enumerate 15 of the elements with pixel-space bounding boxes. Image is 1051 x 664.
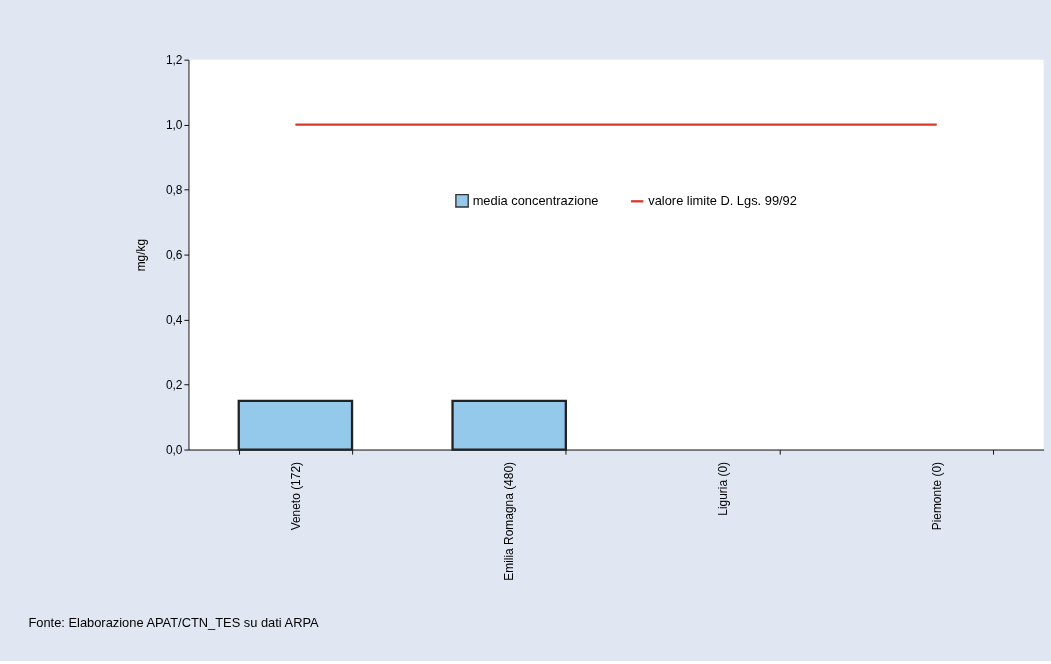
y-tick-label: 0,4 bbox=[165, 312, 183, 327]
source-note: Fonte: Elaborazione APAT/CTN_TES su dati ARPA bbox=[28, 615, 320, 631]
y-tick-label: 0,2 bbox=[165, 377, 183, 392]
x-tick-label: Veneto (172) bbox=[288, 461, 303, 531]
legend-label: valore limite D. Lgs. 99/92 bbox=[648, 192, 797, 208]
y-tick-label: 1,0 bbox=[165, 117, 183, 132]
y-tick-label: 0,8 bbox=[165, 182, 183, 197]
y-tick-label: 0,0 bbox=[165, 442, 183, 457]
x-tick-label: Liguria (0) bbox=[716, 461, 731, 516]
x-tick-label: Piemonte (0) bbox=[929, 461, 944, 531]
y-tick-label: 0,6 bbox=[165, 247, 183, 262]
x-tick-label: Emilia Romagna (480) bbox=[502, 461, 517, 581]
y-tick-label: 1,2 bbox=[165, 52, 183, 67]
y-axis-title: mg/kg bbox=[133, 238, 148, 272]
legend-label: media concentrazione bbox=[472, 192, 599, 208]
